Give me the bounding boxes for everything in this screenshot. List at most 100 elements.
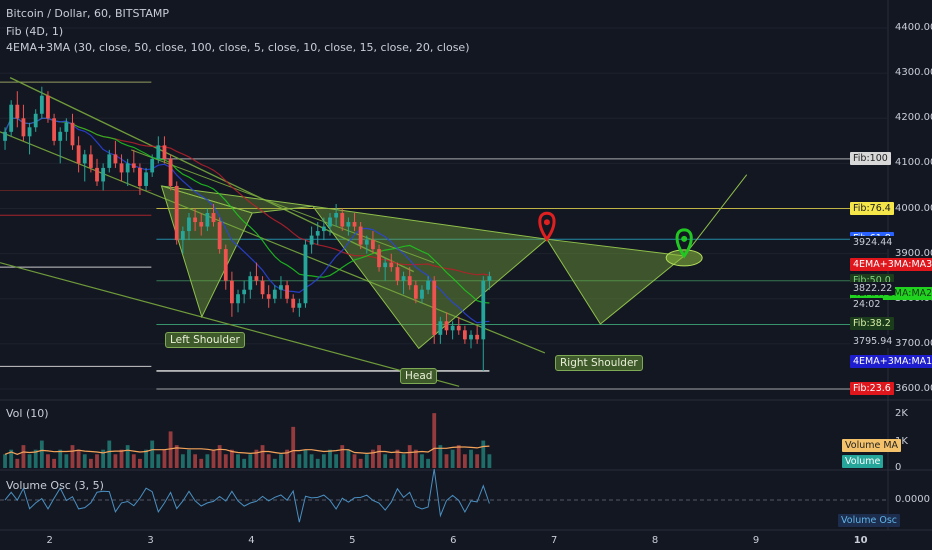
candle-body — [70, 122, 75, 146]
volume-bar — [168, 431, 173, 468]
volume-pane-label[interactable]: Vol (10) — [6, 407, 49, 420]
volume-bar — [9, 449, 14, 468]
price-tick-label: 3900.00 — [895, 247, 932, 259]
price-tag: Fib:23.6 — [850, 381, 894, 395]
candle-body — [309, 235, 314, 245]
price-tick-label: 4300.00 — [895, 67, 932, 79]
candle-body — [95, 167, 99, 182]
candle-body — [187, 217, 191, 232]
candle-body — [285, 285, 289, 299]
volume-bar — [346, 449, 351, 468]
left-shoulder-label: Left Shoulder — [165, 332, 245, 348]
candle-body — [371, 240, 375, 250]
time-tick-label: 9 — [752, 535, 760, 546]
volume-bar — [223, 454, 228, 468]
candle-body — [205, 213, 210, 227]
volume-bar — [64, 454, 69, 468]
target-marker-red — [538, 211, 556, 242]
osc-tag: Volume Osc — [838, 514, 901, 527]
volume-bar — [187, 449, 191, 468]
volume-bar — [254, 449, 259, 468]
candle-body — [358, 226, 363, 245]
target-marker-red-dot — [543, 219, 550, 226]
price-tick-label: 3700.00 — [895, 337, 932, 349]
candle-body — [456, 325, 461, 331]
volume-bar — [315, 458, 320, 468]
volume-bar — [156, 454, 161, 468]
candle-body — [334, 213, 339, 218]
time-tick-label: 8 — [651, 535, 659, 546]
candle-body — [260, 280, 265, 295]
candle-body — [33, 113, 38, 128]
volume-bar — [211, 449, 216, 468]
volume-bar — [21, 445, 26, 468]
volume-bar — [144, 449, 148, 468]
pattern-projection — [683, 174, 748, 257]
volume-bar — [328, 449, 332, 468]
candle-body — [229, 280, 234, 304]
price-tag: 3822.22 — [850, 281, 896, 295]
candle-body — [27, 127, 32, 137]
volume-bar — [27, 454, 32, 468]
volume-bar — [82, 454, 87, 468]
volume-bar — [107, 440, 112, 468]
candle-body — [174, 185, 179, 241]
volume-bar — [236, 454, 240, 468]
volume-bar — [88, 458, 93, 468]
volume-bar — [413, 449, 418, 468]
volume-tick-label: 0 — [895, 462, 902, 473]
candle-body — [377, 249, 381, 268]
volume-bar — [193, 454, 198, 468]
candle-body — [383, 262, 388, 268]
volume-bar — [334, 454, 339, 468]
candle-body — [401, 276, 406, 281]
candle-body — [254, 276, 259, 281]
volume-tick-label: 2K — [895, 408, 908, 419]
volume-bar — [475, 454, 480, 468]
ema-indicator-label[interactable]: 4EMA+3MA (30, close, 50, close, 100, clo… — [6, 41, 470, 54]
price-tick-label: 4100.00 — [895, 157, 932, 169]
volume-bar — [229, 449, 234, 468]
price-tag: 4EMA+3MA:MA3 — [850, 258, 932, 272]
candle-body — [168, 158, 173, 186]
price-tick-label: 4200.00 — [895, 112, 932, 124]
volume-bar — [33, 449, 38, 468]
volume-bar — [364, 454, 369, 468]
volume-bar — [444, 454, 449, 468]
volume-bar — [291, 426, 296, 468]
volume-bar — [481, 440, 486, 468]
volume-bar — [438, 445, 443, 468]
candle-body — [297, 303, 302, 308]
target-marker-green-dot — [681, 235, 688, 242]
candle-body — [46, 95, 50, 119]
fib-indicator-label[interactable]: Fib (4D, 1) — [6, 25, 64, 38]
candle-body — [58, 131, 63, 141]
price-tag: Fib:38.2 — [850, 317, 894, 331]
candle-body — [144, 172, 148, 186]
osc-pane-label[interactable]: Volume Osc (3, 5) — [6, 479, 104, 492]
candle-body — [303, 244, 308, 304]
volume-bar — [395, 449, 400, 468]
candle-body — [242, 289, 247, 295]
price-tag: 3924.44 — [850, 235, 896, 249]
candle-body — [162, 145, 167, 159]
osc-tick-label: 0.0000 — [895, 494, 930, 505]
volume-bar — [113, 454, 118, 468]
volume-bar — [450, 449, 455, 468]
candle-body — [407, 276, 412, 286]
candle-body — [125, 163, 130, 173]
volume-bar — [279, 454, 283, 468]
price-tag: Fib:100 — [850, 151, 891, 165]
head-label: Head — [400, 368, 438, 384]
volume-bar — [205, 454, 210, 468]
volume-bar — [352, 454, 357, 468]
candle-body — [64, 122, 69, 132]
candle-body — [156, 145, 161, 159]
candle-body — [15, 104, 20, 119]
volume-bar — [101, 449, 106, 468]
volume-bar — [174, 445, 179, 468]
candle-body — [426, 280, 430, 290]
candle-body — [413, 285, 418, 299]
candle-body — [315, 231, 320, 236]
time-tick-label: 10 — [853, 535, 868, 546]
